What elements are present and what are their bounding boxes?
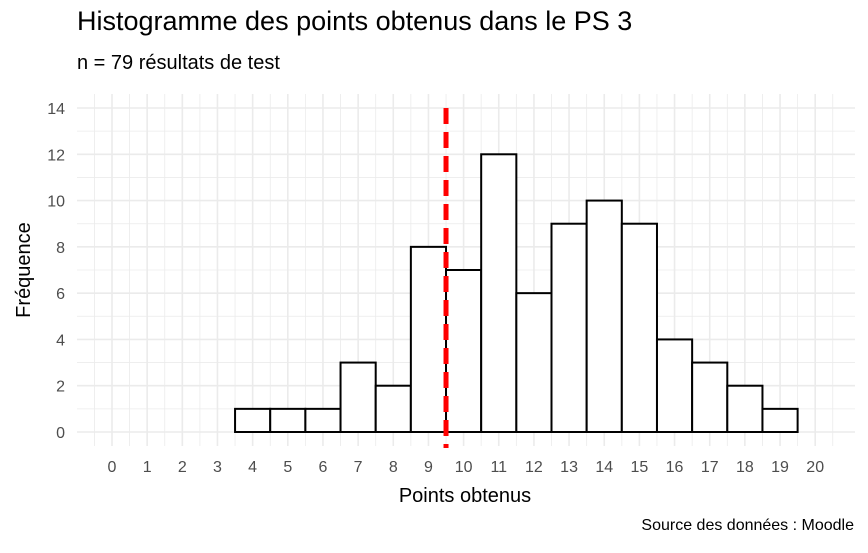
x-tick-9: 9 bbox=[424, 459, 433, 476]
bar-4 bbox=[234, 407, 272, 434]
x-tick-2: 2 bbox=[178, 459, 187, 476]
bar-16 bbox=[655, 338, 694, 433]
x-tick-0: 0 bbox=[108, 459, 117, 476]
x-tick-8: 8 bbox=[389, 459, 398, 476]
chart-caption: Source des données : Moodle bbox=[641, 517, 854, 534]
x-tick-5: 5 bbox=[283, 459, 292, 476]
bar-8 bbox=[374, 384, 412, 434]
bar-19 bbox=[761, 407, 799, 434]
chart-subtitle: n = 79 résultats de test bbox=[77, 52, 280, 74]
x-tick-labels: 0 1 2 3 4 5 6 7 8 9 10 11 12 13 14 15 16 17 18 19 20 bbox=[108, 459, 825, 476]
bar-5 bbox=[269, 407, 307, 434]
bar-6 bbox=[304, 407, 342, 434]
x-tick-12: 12 bbox=[525, 459, 543, 476]
chart-title: Histogramme des points obtenus dans le P… bbox=[77, 6, 633, 36]
x-tick-1: 1 bbox=[143, 459, 152, 476]
x-tick-13: 13 bbox=[560, 459, 578, 476]
x-tick-17: 17 bbox=[701, 459, 719, 476]
y-tick-labels: 0 2 4 6 8 10 12 14 bbox=[47, 101, 65, 442]
y-axis-title: Fréquence bbox=[13, 222, 35, 318]
x-tick-16: 16 bbox=[666, 459, 684, 476]
x-axis-title: Points obtenus bbox=[399, 485, 531, 507]
x-tick-6: 6 bbox=[319, 459, 328, 476]
x-tick-10: 10 bbox=[455, 459, 473, 476]
x-tick-14: 14 bbox=[595, 459, 613, 476]
bar-12 bbox=[515, 292, 553, 433]
x-tick-3: 3 bbox=[213, 459, 222, 476]
y-tick-10: 10 bbox=[47, 194, 65, 211]
bar-15 bbox=[620, 222, 658, 433]
x-tick-11: 11 bbox=[490, 459, 507, 476]
y-tick-2: 2 bbox=[56, 379, 65, 396]
bar-10 bbox=[445, 269, 483, 433]
y-tick-8: 8 bbox=[56, 240, 65, 257]
y-tick-6: 6 bbox=[56, 286, 65, 303]
x-tick-19: 19 bbox=[771, 459, 789, 476]
x-tick-20: 20 bbox=[806, 459, 824, 476]
y-tick-12: 12 bbox=[47, 147, 65, 164]
bar-14 bbox=[585, 199, 623, 433]
x-tick-18: 18 bbox=[736, 459, 754, 476]
bar-18 bbox=[726, 384, 764, 434]
bar-17 bbox=[691, 361, 729, 434]
x-tick-15: 15 bbox=[631, 459, 649, 476]
y-tick-4: 4 bbox=[56, 332, 65, 349]
x-tick-4: 4 bbox=[248, 459, 257, 476]
bar-13 bbox=[550, 222, 588, 433]
x-tick-7: 7 bbox=[354, 459, 363, 476]
bar-7 bbox=[339, 361, 377, 434]
y-tick-0: 0 bbox=[56, 425, 65, 442]
y-tick-14: 14 bbox=[47, 101, 65, 118]
bar-11 bbox=[480, 153, 518, 434]
bars bbox=[234, 153, 799, 434]
bar-9 bbox=[409, 245, 448, 433]
